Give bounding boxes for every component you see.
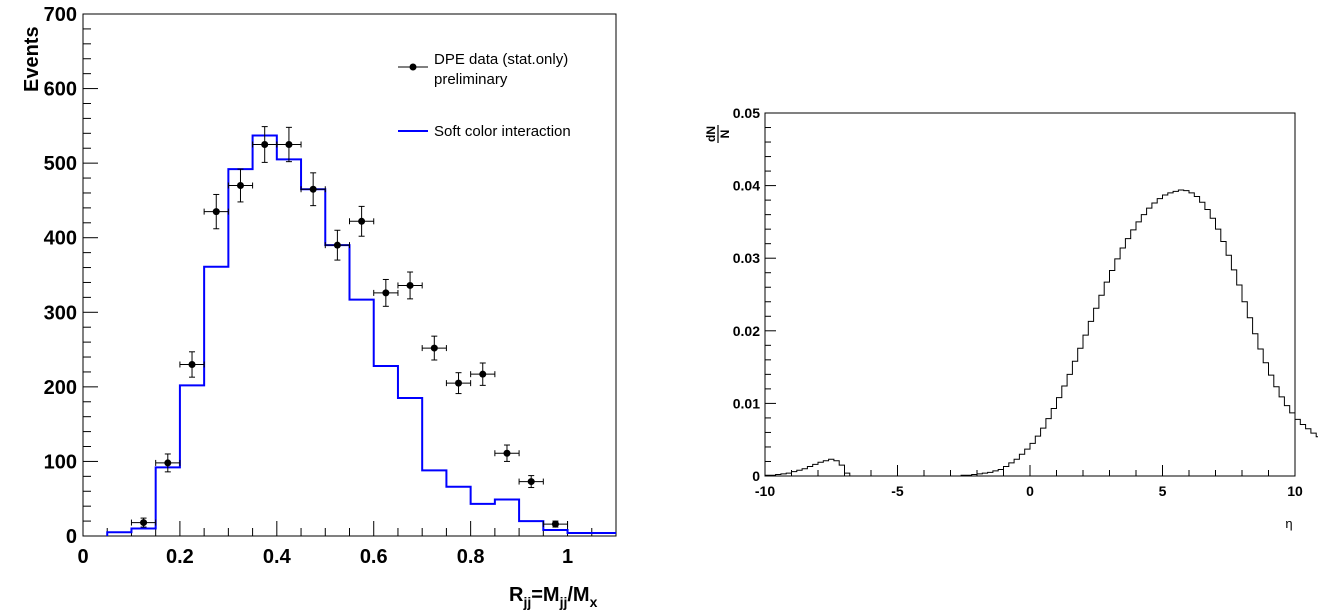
data-point <box>397 271 423 300</box>
right-histogram <box>764 189 1318 477</box>
right-x-axis-title: η <box>1285 516 1292 531</box>
left-y-tick-label: 400 <box>44 228 77 250</box>
left-x-axis-title: Rjj=Mjj/Mx <box>509 584 598 610</box>
right-y-tick-label: 0.05 <box>733 105 760 121</box>
right-x-tick-label: 0 <box>1026 483 1034 499</box>
data-point-marker <box>333 241 341 249</box>
data-point <box>227 168 254 203</box>
data-point-marker <box>527 478 535 486</box>
right-y-tick-label: 0 <box>752 468 760 484</box>
data-point <box>470 362 496 386</box>
legend: DPE data (stat.only) preliminary Soft co… <box>398 51 571 140</box>
left-x-tick-label: 0 <box>77 546 88 568</box>
data-point <box>373 278 399 307</box>
data-point <box>445 372 472 395</box>
data-point <box>155 453 181 473</box>
data-point <box>252 126 278 163</box>
data-point-marker <box>358 217 366 225</box>
left-chart: 0 0.2 0.4 0.6 0.8 1 0 100 200 300 400 500 600 700 Eve… <box>21 4 617 610</box>
data-point <box>421 335 447 361</box>
legend-mc-label: Soft color interaction <box>434 123 571 140</box>
data-point-marker <box>212 208 220 216</box>
data-point <box>300 172 326 207</box>
data-point-marker <box>382 289 390 297</box>
data-point <box>349 205 375 237</box>
data-point <box>324 229 350 261</box>
data-point <box>542 520 569 528</box>
data-point <box>494 444 520 462</box>
legend-data-label-line2: preliminary <box>434 71 508 88</box>
legend-data-marker <box>409 63 417 71</box>
data-point-marker <box>236 182 244 190</box>
right-x-tick-label: -5 <box>891 483 904 499</box>
left-y-tick-label: 0 <box>66 526 77 548</box>
data-point-marker <box>261 141 269 148</box>
right-axis-ticks <box>764 112 1296 477</box>
left-y-axis-title: Events <box>21 26 43 92</box>
left-y-tick-label: 700 <box>44 4 77 26</box>
right-axis-tick-labels: -10 -5 0 5 10 0 0.01 0.02 0.03 0.04 0.05 <box>733 105 1303 499</box>
left-x-tick-label: 1 <box>562 546 573 568</box>
left-y-tick-label: 600 <box>44 79 77 101</box>
right-y-tick-label: 0.01 <box>733 395 760 411</box>
mc-step-line <box>106 134 616 536</box>
right-chart: -10 -5 0 5 10 0 0.01 0.02 0.03 0.04 0.05 dN N η <box>704 105 1318 531</box>
data-point-marker <box>406 281 414 289</box>
left-x-tick-label: 0.6 <box>360 546 388 568</box>
left-y-tick-label: 300 <box>44 302 77 324</box>
data-point-marker <box>309 185 317 193</box>
left-axis-tick-labels: 0 0.2 0.4 0.6 0.8 1 0 100 200 300 400 500 600 700 <box>44 4 573 568</box>
eta-step-line <box>764 189 1318 477</box>
legend-data-label-line1: DPE data (stat.only) <box>434 51 568 68</box>
data-point <box>276 126 302 163</box>
data-point-marker <box>285 141 293 148</box>
data-point-marker <box>479 370 487 378</box>
data-point-marker <box>188 360 196 368</box>
data-point <box>518 475 544 489</box>
right-x-tick-label: -10 <box>755 483 775 499</box>
left-data-points <box>130 126 569 528</box>
left-mc-histogram <box>106 134 616 536</box>
right-plot-frame <box>764 112 1296 477</box>
data-point <box>179 351 205 378</box>
right-y-axis-title: dN N <box>704 125 732 143</box>
left-y-tick-label: 500 <box>44 153 77 175</box>
svg-text:N: N <box>718 130 732 139</box>
data-point-marker <box>455 379 463 387</box>
left-x-tick-label: 0.4 <box>263 546 292 568</box>
svg-text:dN: dN <box>704 126 718 142</box>
data-point <box>130 517 157 528</box>
left-x-tick-label: 0.2 <box>166 546 194 568</box>
data-point-marker <box>140 519 148 527</box>
data-point-marker <box>551 520 559 528</box>
data-point-marker <box>164 459 172 467</box>
left-x-tick-label: 0.8 <box>457 546 485 568</box>
left-y-tick-label: 200 <box>44 377 77 399</box>
data-point <box>203 193 229 230</box>
right-x-tick-label: 5 <box>1159 483 1167 499</box>
data-point-marker <box>503 449 511 457</box>
right-y-tick-label: 0.03 <box>733 250 760 266</box>
right-y-tick-label: 0.04 <box>733 178 760 194</box>
right-y-tick-label: 0.02 <box>733 323 760 339</box>
data-point-marker <box>430 344 438 352</box>
left-y-tick-label: 100 <box>44 451 77 473</box>
right-x-tick-label: 10 <box>1287 483 1303 499</box>
